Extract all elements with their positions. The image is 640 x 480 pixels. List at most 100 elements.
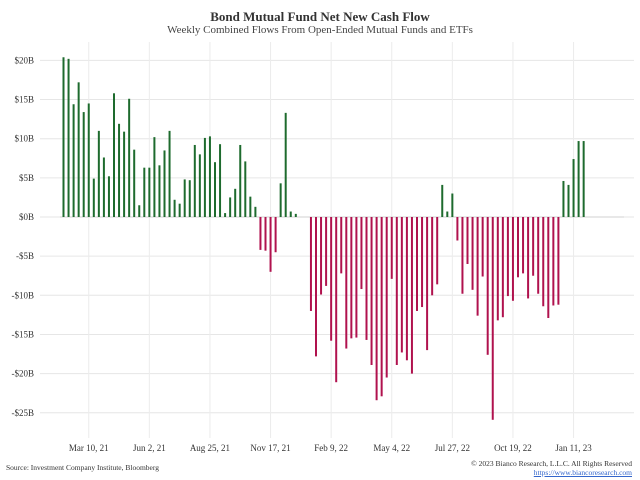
bar-inflow <box>562 180 565 217</box>
y-tick-label: $0B <box>19 212 34 222</box>
bar-inflow <box>572 159 575 217</box>
bar-outflow <box>320 217 323 295</box>
bar-outflow <box>330 217 333 341</box>
bar-outflow <box>501 217 504 318</box>
bar-inflow <box>188 180 191 217</box>
bar-inflow <box>173 199 176 217</box>
x-axis: Mar 10, 21 Jun 2, 21 Aug 25, 21 Nov 17, 21 F… <box>69 443 592 453</box>
bar-inflow <box>208 136 211 217</box>
bar-outflow <box>511 217 514 301</box>
bars <box>62 57 585 420</box>
bar-inflow <box>567 184 570 217</box>
bar-inflow <box>451 193 454 217</box>
bar-outflow <box>390 217 393 279</box>
x-tick-label: Jan 11, 23 <box>555 443 592 453</box>
bar-inflow <box>582 141 585 217</box>
y-tick-label: -$15B <box>12 329 35 339</box>
bar-outflow <box>410 217 413 374</box>
bar-outflow <box>522 217 525 274</box>
bar-outflow <box>370 217 373 365</box>
bar-inflow <box>163 150 166 217</box>
bar-inflow <box>203 137 206 217</box>
bar-inflow <box>153 137 156 217</box>
bar-outflow <box>360 217 363 290</box>
bar-outflow <box>506 217 509 297</box>
bar-inflow <box>244 161 247 217</box>
bar-inflow <box>87 103 90 217</box>
bar-inflow <box>239 144 242 217</box>
bar-inflow <box>67 58 70 217</box>
bar-outflow <box>421 217 424 308</box>
bar-outflow <box>309 217 312 311</box>
bar-inflow <box>446 211 449 217</box>
bar-outflow <box>476 217 479 316</box>
bar-outflow <box>274 217 277 253</box>
bar-inflow <box>107 176 110 217</box>
y-axis: $20B $15B $10B $5B $0B -$5B -$10B -$15B -$20B -$2… <box>12 55 35 417</box>
bar-outflow <box>426 217 429 351</box>
chart-title: Bond Mutual Fund Net New Cash Flow <box>210 9 430 24</box>
copyright-text: © 2023 Bianco Research, L.L.C. All Right… <box>471 459 632 468</box>
x-tick-label: Mar 10, 21 <box>69 443 109 453</box>
bar-outflow <box>552 217 555 306</box>
bar-outflow <box>532 217 535 276</box>
bar-inflow <box>168 130 171 217</box>
bar-outflow <box>456 217 459 241</box>
bar-outflow <box>496 217 499 321</box>
x-tick-label: Aug 25, 21 <box>190 443 230 453</box>
bar-outflow <box>315 217 317 357</box>
y-tick-label: $20B <box>14 55 34 65</box>
bar-inflow <box>123 131 126 217</box>
bar-outflow <box>350 217 353 339</box>
bar-outflow <box>527 217 530 299</box>
bar-inflow <box>289 211 292 217</box>
bar-inflow <box>138 205 141 217</box>
bar-outflow <box>365 217 368 340</box>
bar-outflow <box>517 217 519 278</box>
website-link[interactable]: https://www.biancoresearch.com <box>533 468 632 477</box>
y-tick-label: -$20B <box>12 369 35 379</box>
bar-inflow <box>92 178 95 217</box>
bar-outflow <box>481 217 484 277</box>
bar-inflow <box>249 196 252 217</box>
bar-outflow <box>471 217 474 290</box>
bar-inflow <box>577 141 580 217</box>
bar-inflow <box>294 213 297 217</box>
bar-inflow <box>77 82 80 217</box>
bar-outflow <box>431 217 434 296</box>
bar-outflow <box>375 217 378 401</box>
source-note: Source: Investment Company Institute, Bl… <box>6 463 159 472</box>
bar-inflow <box>178 203 181 217</box>
x-tick-label: Oct 19, 22 <box>494 443 532 453</box>
bar-inflow <box>118 123 121 217</box>
bar-outflow <box>355 217 358 338</box>
bar-outflow <box>436 217 439 285</box>
x-tick-label: May 4, 22 <box>373 443 410 453</box>
bar-outflow <box>557 217 560 305</box>
bar-inflow <box>198 154 201 217</box>
bar-inflow <box>224 213 227 217</box>
bar-inflow <box>82 112 85 217</box>
bar-inflow <box>72 104 75 217</box>
bar-outflow <box>405 217 408 361</box>
y-tick-label: -$10B <box>12 290 35 300</box>
bar-outflow <box>416 217 418 311</box>
bar-inflow <box>219 144 222 217</box>
bar-outflow <box>345 217 348 349</box>
bar-inflow <box>254 206 257 217</box>
bar-inflow <box>214 162 216 217</box>
bar-outflow <box>335 217 338 383</box>
bar-outflow <box>400 217 403 353</box>
bar-inflow <box>284 112 287 217</box>
bar-inflow <box>102 157 105 217</box>
bar-inflow <box>97 130 100 217</box>
bar-outflow <box>466 217 469 264</box>
bar-inflow <box>183 179 186 217</box>
bar-inflow <box>133 149 136 217</box>
chart-subtitle: Weekly Combined Flows From Open-Ended Mu… <box>167 24 473 36</box>
bar-inflow <box>158 165 161 217</box>
y-tick-label: -$5B <box>16 251 34 261</box>
bar-inflow <box>279 183 282 217</box>
bar-inflow <box>229 197 232 217</box>
